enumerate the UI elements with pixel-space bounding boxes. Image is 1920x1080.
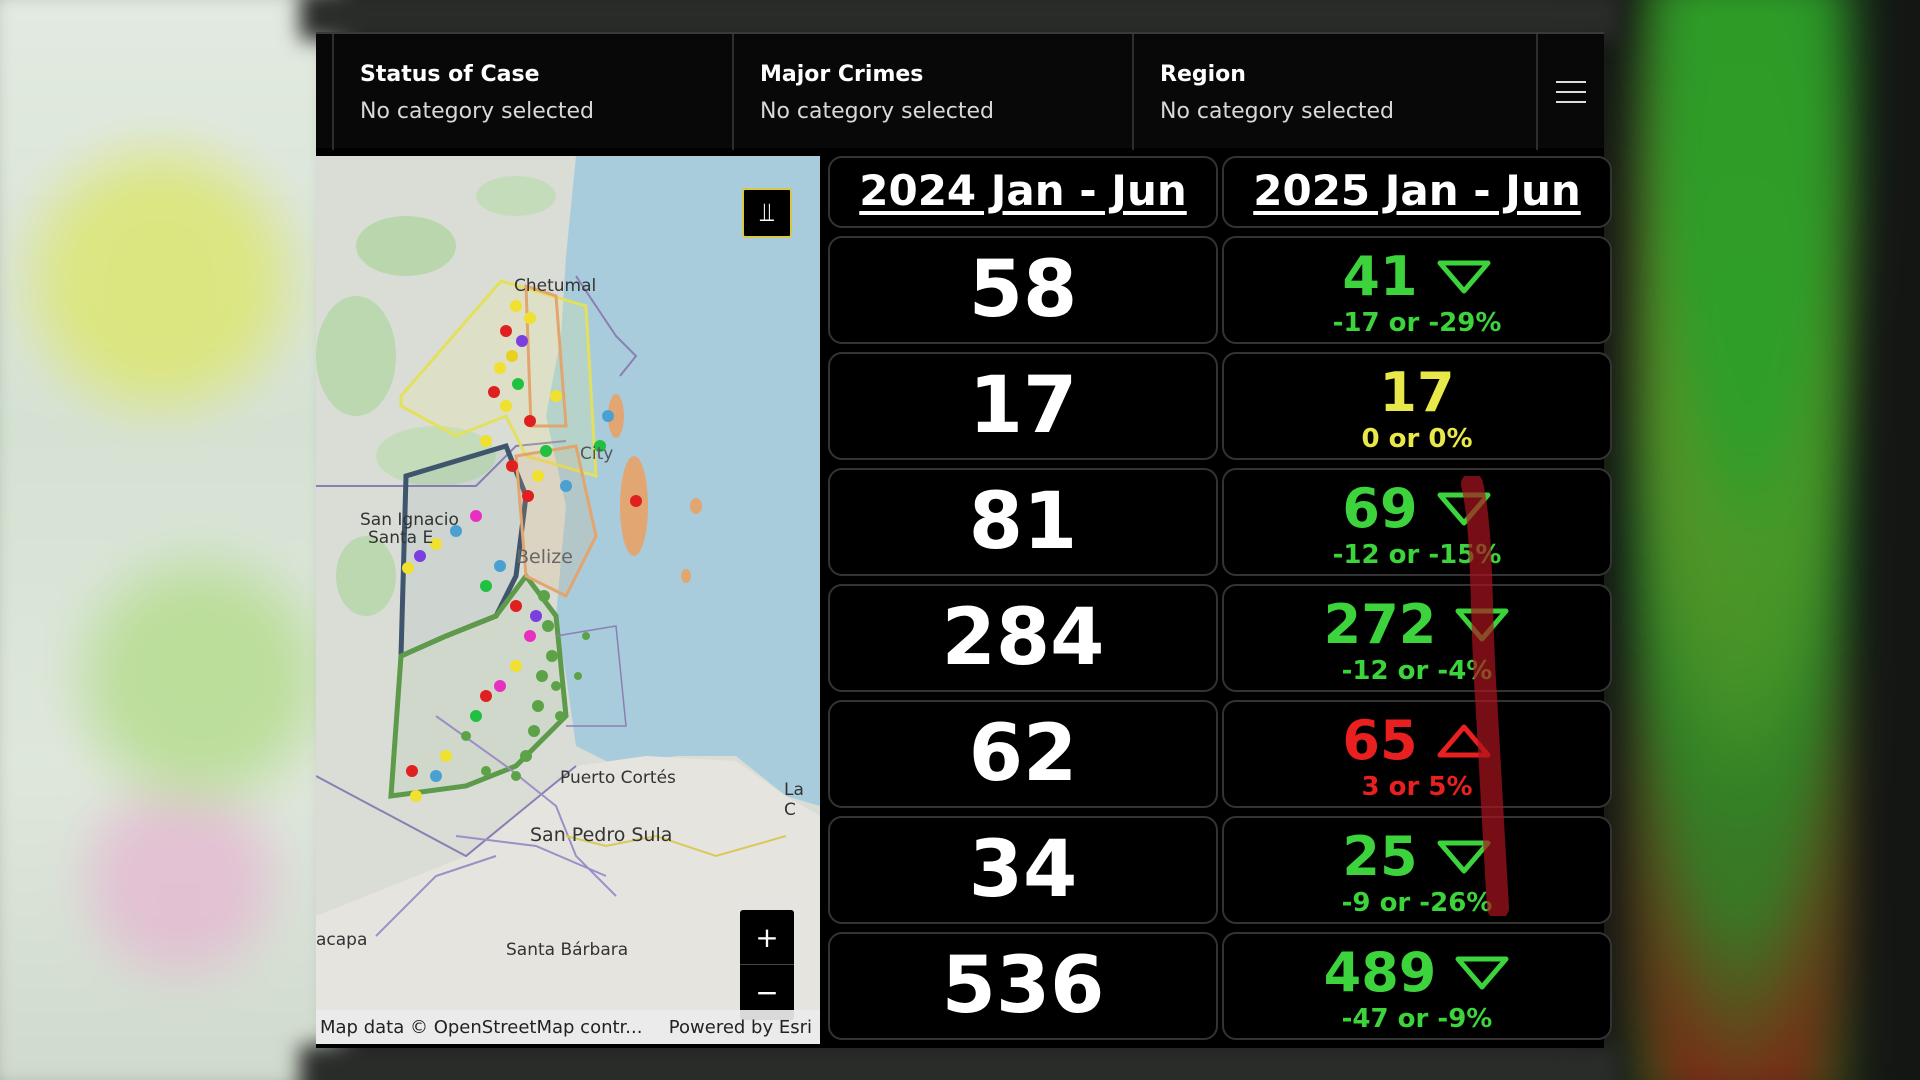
filter-bar-stub bbox=[316, 34, 334, 150]
stat-number: 41 bbox=[1342, 245, 1418, 308]
hamburger-icon bbox=[1556, 81, 1586, 103]
period-header-2025: 2025 Jan - Jun bbox=[1222, 156, 1612, 228]
stat-value: 272 bbox=[1224, 586, 1610, 656]
background-right bbox=[1590, 0, 1920, 1080]
stat-value: 489 bbox=[1224, 934, 1610, 1004]
map-view[interactable]: Chetumal City San Ignacio Santa E Belize… bbox=[316, 156, 820, 1044]
stat-2024-row-2[interactable]: 17 bbox=[828, 352, 1218, 460]
filter-value: No category selected bbox=[760, 99, 994, 124]
stat-value: 25 bbox=[1224, 818, 1610, 888]
triangle-down-icon bbox=[1437, 840, 1491, 874]
map-label-la-c: La C bbox=[784, 780, 804, 820]
attribution-esri[interactable]: Powered by Esri bbox=[668, 1016, 812, 1038]
stat-delta: -12 or -15% bbox=[1332, 540, 1502, 570]
stat-value: 62 bbox=[968, 709, 1078, 799]
double-chevron-down-icon[interactable]: ⫫ bbox=[742, 188, 792, 238]
filter-region[interactable]: Region No category selected bbox=[1134, 34, 1538, 150]
stat-delta: -9 or -26% bbox=[1341, 888, 1493, 918]
stat-value: 65 bbox=[1224, 702, 1610, 772]
background-bottom bbox=[300, 1045, 1620, 1080]
filter-title: Major Crimes bbox=[760, 62, 924, 87]
stat-number: 69 bbox=[1342, 477, 1418, 540]
filter-value: No category selected bbox=[1160, 99, 1394, 124]
map-label-acapa: acapa bbox=[316, 930, 368, 950]
stat-value: 17 bbox=[968, 361, 1078, 451]
stat-2024-row-6[interactable]: 34 bbox=[828, 816, 1218, 924]
stat-delta: -12 or -4% bbox=[1341, 656, 1493, 686]
stat-number: 272 bbox=[1323, 593, 1437, 656]
zoom-out-button[interactable]: − bbox=[755, 976, 779, 1009]
map-label-santa: Santa E bbox=[368, 528, 434, 548]
menu-button[interactable] bbox=[1538, 34, 1604, 150]
stat-2025-row-6[interactable]: 25 -9 or -26% bbox=[1222, 816, 1612, 924]
filter-value: No category selected bbox=[360, 99, 594, 124]
map-label-puerto-cortes: Puerto Cortés bbox=[560, 768, 676, 788]
stat-2025-row-4[interactable]: 272 -12 or -4% bbox=[1222, 584, 1612, 692]
stat-2025-row-2[interactable]: 17 0 or 0% bbox=[1222, 352, 1612, 460]
stat-delta: 0 or 0% bbox=[1361, 424, 1473, 454]
stat-number: 65 bbox=[1342, 709, 1418, 772]
zoom-control: + − bbox=[740, 910, 794, 1020]
stat-value: 58 bbox=[968, 245, 1078, 335]
stat-value: 69 bbox=[1224, 470, 1610, 540]
map-attribution: Map data © OpenStreetMap contr... Powere… bbox=[316, 1010, 820, 1044]
filter-bar: Status of Case No category selected Majo… bbox=[316, 32, 1604, 150]
map-label-san-pedro-sula: San Pedro Sula bbox=[530, 824, 673, 846]
stat-value: 284 bbox=[941, 593, 1105, 683]
period-header-2024: 2024 Jan - Jun bbox=[828, 156, 1218, 228]
filter-title: Status of Case bbox=[360, 62, 540, 87]
map-label-san-ignacio: San Ignacio bbox=[360, 510, 459, 530]
dashboard-panel: Status of Case No category selected Majo… bbox=[316, 32, 1612, 1048]
stat-value: 34 bbox=[968, 825, 1078, 915]
stat-delta: 3 or 5% bbox=[1361, 772, 1473, 802]
filter-major-crimes[interactable]: Major Crimes No category selected bbox=[734, 34, 1134, 150]
map-label-chetumal: Chetumal bbox=[514, 276, 597, 296]
stat-value: 17 bbox=[1224, 354, 1610, 424]
map-label-city: City bbox=[580, 444, 614, 464]
triangle-down-icon bbox=[1455, 956, 1509, 990]
red-marker-annotation bbox=[1461, 476, 1509, 916]
map-label-belize: Belize bbox=[516, 546, 573, 568]
stat-delta: -47 or -9% bbox=[1341, 1004, 1493, 1034]
stat-value: 536 bbox=[941, 941, 1105, 1031]
stat-2025-row-3[interactable]: 69 -12 or -15% bbox=[1222, 468, 1612, 576]
stat-2025-row-7[interactable]: 489 -47 or -9% bbox=[1222, 932, 1612, 1040]
zoom-in-button[interactable]: + bbox=[740, 910, 794, 965]
stat-number: 25 bbox=[1342, 825, 1418, 888]
triangle-down-icon bbox=[1437, 260, 1491, 294]
filter-status-of-case[interactable]: Status of Case No category selected bbox=[334, 34, 734, 150]
stat-2025-row-5[interactable]: 65 3 or 5% bbox=[1222, 700, 1612, 808]
stat-delta: -17 or -29% bbox=[1332, 308, 1502, 338]
attribution-osm[interactable]: Map data © OpenStreetMap contr... bbox=[320, 1016, 643, 1038]
stat-2025-row-1[interactable]: 41 -17 or -29% bbox=[1222, 236, 1612, 344]
stat-2024-row-4[interactable]: 284 bbox=[828, 584, 1218, 692]
triangle-up-icon bbox=[1437, 724, 1491, 758]
background-left bbox=[0, 0, 340, 1080]
stat-value: 81 bbox=[968, 477, 1078, 567]
stat-2024-row-3[interactable]: 81 bbox=[828, 468, 1218, 576]
stat-2024-row-1[interactable]: 58 bbox=[828, 236, 1218, 344]
stat-2024-row-7[interactable]: 536 bbox=[828, 932, 1218, 1040]
filter-title: Region bbox=[1160, 62, 1246, 87]
stat-2024-row-5[interactable]: 62 bbox=[828, 700, 1218, 808]
stat-number: 489 bbox=[1323, 941, 1437, 1004]
stat-number: 17 bbox=[1379, 361, 1455, 424]
stat-value: 41 bbox=[1224, 238, 1610, 308]
map-label-santa-barbara: Santa Bárbara bbox=[506, 940, 629, 960]
map-canvas bbox=[316, 156, 820, 1044]
